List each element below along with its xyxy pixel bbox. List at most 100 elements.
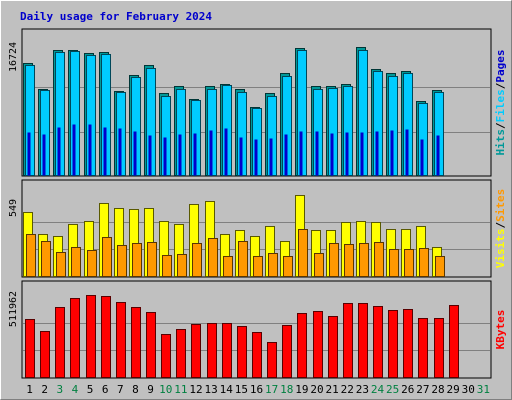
bar-pages-day-17 (269, 138, 273, 176)
legend-hits: Hits/Files/Pages (494, 50, 507, 156)
day-label-12: 12 (189, 383, 202, 396)
bar-pages-day-6 (103, 127, 107, 176)
bar-sites-day-9 (147, 242, 157, 277)
day-label-13: 13 (204, 383, 217, 396)
chart-title: Daily usage for February 2024 (20, 10, 212, 23)
bar-sites-day-19 (298, 229, 308, 277)
bar-pages-day-11 (178, 134, 182, 176)
day-label-22: 22 (341, 383, 354, 396)
bar-pages-day-13 (209, 130, 213, 176)
max-label-kbytes: 511962 (8, 291, 19, 327)
day-label-8: 8 (132, 383, 139, 396)
legend-kbytes: KBytes (494, 310, 507, 350)
legend-item-visits-0: Visits (494, 229, 507, 269)
bar-pages-day-24 (375, 131, 379, 176)
bar-kbytes-day-22 (343, 303, 353, 378)
bar-kbytes-day-2 (40, 331, 50, 378)
bar-sites-day-6 (102, 237, 112, 277)
day-label-2: 2 (41, 383, 48, 396)
bar-pages-day-7 (118, 128, 122, 176)
bar-pages-day-8 (133, 131, 137, 176)
day-label-21: 21 (326, 383, 339, 396)
day-label-17: 17 (265, 383, 278, 396)
bar-kbytes-day-3 (55, 307, 65, 378)
bar-sites-day-20 (314, 253, 324, 277)
legend-item-hits-1: / (494, 122, 507, 129)
bar-kbytes-day-1 (25, 319, 35, 378)
bar-pages-day-25 (390, 130, 394, 176)
day-label-14: 14 (220, 383, 234, 396)
bar-sites-day-28 (435, 256, 445, 277)
day-label-5: 5 (87, 383, 94, 396)
bar-kbytes-day-8 (131, 307, 141, 378)
bar-sites-day-10 (162, 255, 172, 277)
day-label-26: 26 (401, 383, 414, 396)
legend-item-visits-1: / (494, 222, 507, 229)
bar-sites-day-8 (132, 243, 142, 277)
bar-kbytes-day-16 (252, 332, 262, 378)
bar-pages-day-19 (299, 131, 303, 176)
bar-sites-day-7 (117, 245, 127, 277)
bar-pages-day-9 (148, 135, 152, 176)
bar-sites-day-15 (238, 241, 248, 277)
legend-item-hits-4: Pages (494, 50, 507, 83)
bar-pages-day-15 (239, 137, 243, 176)
bar-kbytes-day-5 (86, 295, 96, 378)
bar-pages-day-1 (27, 132, 31, 176)
bar-pages-day-12 (193, 133, 197, 176)
bar-sites-day-18 (283, 256, 293, 277)
max-label-hits: 16724 (8, 42, 19, 72)
day-label-15: 15 (235, 383, 248, 396)
bar-sites-day-26 (404, 249, 414, 277)
legend-item-hits-0: Hits (494, 129, 507, 156)
legend-visits: Visits/Sites (494, 189, 507, 269)
bar-kbytes-day-28 (434, 318, 444, 378)
day-label-3: 3 (57, 383, 64, 396)
bar-pages-day-16 (254, 139, 258, 176)
bar-kbytes-day-18 (282, 325, 292, 378)
max-label-visits: 549 (8, 199, 19, 217)
bar-kbytes-day-13 (207, 323, 217, 378)
day-label-7: 7 (117, 383, 124, 396)
legend-item-hits-2: Files (494, 89, 507, 122)
bar-sites-day-1 (26, 234, 36, 277)
bar-sites-day-13 (208, 238, 218, 277)
bar-kbytes-day-17 (267, 342, 277, 378)
bar-pages-day-2 (42, 134, 46, 176)
bar-kbytes-day-20 (313, 311, 323, 378)
day-label-18: 18 (280, 383, 293, 396)
bar-kbytes-day-26 (403, 309, 413, 378)
bar-kbytes-day-6 (101, 296, 111, 378)
bar-pages-day-20 (315, 131, 319, 176)
bar-pages-day-23 (360, 132, 364, 176)
bar-sites-day-24 (374, 242, 384, 277)
bar-kbytes-day-12 (191, 324, 201, 378)
bar-pages-day-14 (224, 128, 228, 176)
bar-kbytes-day-29 (449, 305, 459, 378)
day-label-11: 11 (174, 383, 187, 396)
day-label-31: 31 (477, 383, 490, 396)
bar-pages-day-5 (88, 124, 92, 176)
bar-kbytes-day-19 (297, 313, 307, 378)
day-label-20: 20 (310, 383, 323, 396)
bar-kbytes-day-15 (237, 326, 247, 378)
legend-item-kbytes-0: KBytes (494, 310, 507, 350)
bar-kbytes-day-27 (418, 318, 428, 378)
bar-sites-day-21 (329, 243, 339, 277)
bar-kbytes-day-23 (358, 303, 368, 378)
legend-item-hits-3: / (494, 82, 507, 89)
legend-item-visits-2: Sites (494, 189, 507, 222)
bar-sites-day-14 (223, 256, 233, 277)
bar-kbytes-day-11 (176, 329, 186, 378)
bar-kbytes-day-21 (328, 316, 338, 378)
bar-kbytes-day-9 (146, 312, 156, 378)
day-label-6: 6 (102, 383, 109, 396)
bar-kbytes-day-7 (116, 302, 126, 378)
bar-pages-day-26 (405, 129, 409, 176)
bar-sites-day-23 (359, 243, 369, 277)
bar-kbytes-day-10 (161, 334, 171, 378)
panel-kbytes: 511962 KBytes (8, 280, 507, 379)
bar-pages-day-28 (436, 135, 440, 176)
